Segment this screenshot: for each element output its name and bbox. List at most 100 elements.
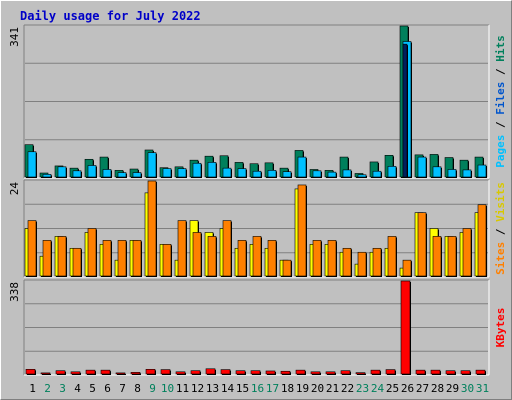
kbytes-bar bbox=[70, 371, 81, 375]
hits-legend-files: Files bbox=[494, 82, 507, 115]
x-tick-label: 19 bbox=[296, 382, 309, 395]
x-tick-label: 2 bbox=[44, 382, 51, 395]
files-bar bbox=[342, 169, 352, 178]
visits-bar bbox=[267, 240, 277, 277]
kbytes-legend: KBytes bbox=[494, 308, 507, 348]
kbytes-bar-shadow bbox=[42, 373, 51, 375]
files-bar bbox=[222, 167, 232, 178]
x-tick-label: 22 bbox=[341, 382, 354, 395]
x-tick-label: 15 bbox=[236, 382, 249, 395]
files-bar bbox=[447, 169, 457, 178]
x-tick-label: 5 bbox=[89, 382, 96, 395]
x-tick-label: 16 bbox=[251, 382, 264, 395]
files-bar bbox=[132, 172, 142, 178]
x-tick-label: 26 bbox=[401, 382, 414, 395]
files-bar bbox=[27, 151, 37, 178]
kbytes-bar bbox=[145, 369, 156, 375]
visits-legend-visits: Visits bbox=[494, 182, 507, 222]
kbytes-bar bbox=[310, 371, 321, 375]
kbytes-bar bbox=[265, 370, 276, 375]
visits-bar bbox=[102, 240, 112, 277]
x-tick-label: 29 bbox=[446, 382, 459, 395]
visits-legend: Sites / Visits bbox=[494, 182, 507, 275]
visits-bar bbox=[387, 236, 397, 277]
visits-bar bbox=[312, 240, 322, 277]
visits-bar bbox=[252, 236, 262, 277]
kbytes-bar bbox=[85, 369, 96, 375]
x-tick-label: 14 bbox=[221, 382, 235, 395]
x-tick-label: 1 bbox=[29, 382, 36, 395]
files-bar bbox=[477, 164, 487, 178]
x-tick-label: 18 bbox=[281, 382, 294, 395]
kbytes-bar bbox=[130, 372, 141, 375]
kbytes-bar bbox=[340, 370, 351, 375]
hits-legend-separator: / bbox=[494, 62, 507, 82]
visits-bar bbox=[72, 247, 82, 277]
kbytes-bar bbox=[175, 371, 186, 375]
visits-bar bbox=[132, 240, 142, 277]
visits-bar bbox=[207, 236, 217, 277]
x-tick-label: 25 bbox=[386, 382, 399, 395]
x-tick-label: 12 bbox=[191, 382, 204, 395]
visits-bar bbox=[162, 244, 172, 277]
files-bar bbox=[102, 169, 112, 178]
x-tick-label: 31 bbox=[476, 382, 489, 395]
files-bar bbox=[207, 162, 217, 178]
files-bar bbox=[372, 170, 382, 178]
files-bar bbox=[357, 174, 367, 178]
files-bar bbox=[312, 170, 322, 178]
visits-bar bbox=[402, 259, 412, 277]
visits-bar bbox=[282, 259, 292, 277]
files-bar bbox=[57, 166, 67, 178]
files-bar bbox=[432, 166, 442, 178]
x-tick-label: 9 bbox=[149, 382, 156, 395]
kbytes-bar bbox=[160, 369, 171, 375]
kbytes-legend-kbytes: KBytes bbox=[494, 308, 507, 348]
x-tick-label: 4 bbox=[74, 382, 81, 395]
x-tick-label: 6 bbox=[104, 382, 111, 395]
kbytes-bar bbox=[400, 280, 411, 375]
files-bar bbox=[462, 169, 472, 178]
files-bar bbox=[267, 170, 277, 178]
hits-legend: Pages / Files / Hits bbox=[494, 35, 507, 168]
visits-bar bbox=[327, 240, 337, 277]
kbytes-bar bbox=[475, 369, 486, 375]
kbytes-ymax-label: 338 bbox=[8, 282, 21, 302]
x-tick-label: 24 bbox=[371, 382, 385, 395]
files-bar bbox=[417, 156, 427, 178]
files-bar bbox=[252, 170, 262, 178]
kbytes-bar bbox=[115, 372, 126, 375]
hits-legend-pages: Pages bbox=[494, 135, 507, 168]
kbytes-bar bbox=[25, 369, 36, 375]
files-bar bbox=[192, 162, 202, 178]
visits-bar bbox=[417, 212, 427, 277]
visits-ymax-label: 24 bbox=[8, 182, 21, 196]
kbytes-bar bbox=[100, 369, 111, 375]
kbytes-bar bbox=[220, 369, 231, 375]
visits-bar bbox=[192, 232, 202, 277]
kbytes-bar bbox=[415, 369, 426, 375]
x-tick-label: 21 bbox=[326, 382, 339, 395]
x-tick-label: 3 bbox=[59, 382, 66, 395]
kbytes-bar bbox=[250, 370, 261, 375]
visits-bar bbox=[342, 247, 352, 277]
visits-bar bbox=[87, 228, 97, 277]
visits-bar bbox=[372, 247, 382, 277]
visits-bar bbox=[57, 236, 67, 277]
x-tick-label: 11 bbox=[176, 382, 189, 395]
x-tick-label: 23 bbox=[356, 382, 369, 395]
files-bar bbox=[177, 168, 187, 178]
files-bar bbox=[117, 172, 127, 178]
files-bar bbox=[297, 156, 307, 178]
kbytes-bar bbox=[385, 369, 396, 375]
visits-bar bbox=[117, 240, 127, 277]
visits-legend-sites: Sites bbox=[494, 242, 507, 275]
x-tick-label: 27 bbox=[416, 382, 429, 395]
kbytes-bar bbox=[205, 368, 216, 375]
visits-bar bbox=[297, 184, 307, 277]
files-bar bbox=[387, 166, 397, 178]
x-tick-label: 13 bbox=[206, 382, 219, 395]
chart-title: Daily usage for July 2022 bbox=[20, 9, 201, 23]
x-tick-label: 7 bbox=[119, 382, 126, 395]
visits-bar bbox=[447, 236, 457, 277]
